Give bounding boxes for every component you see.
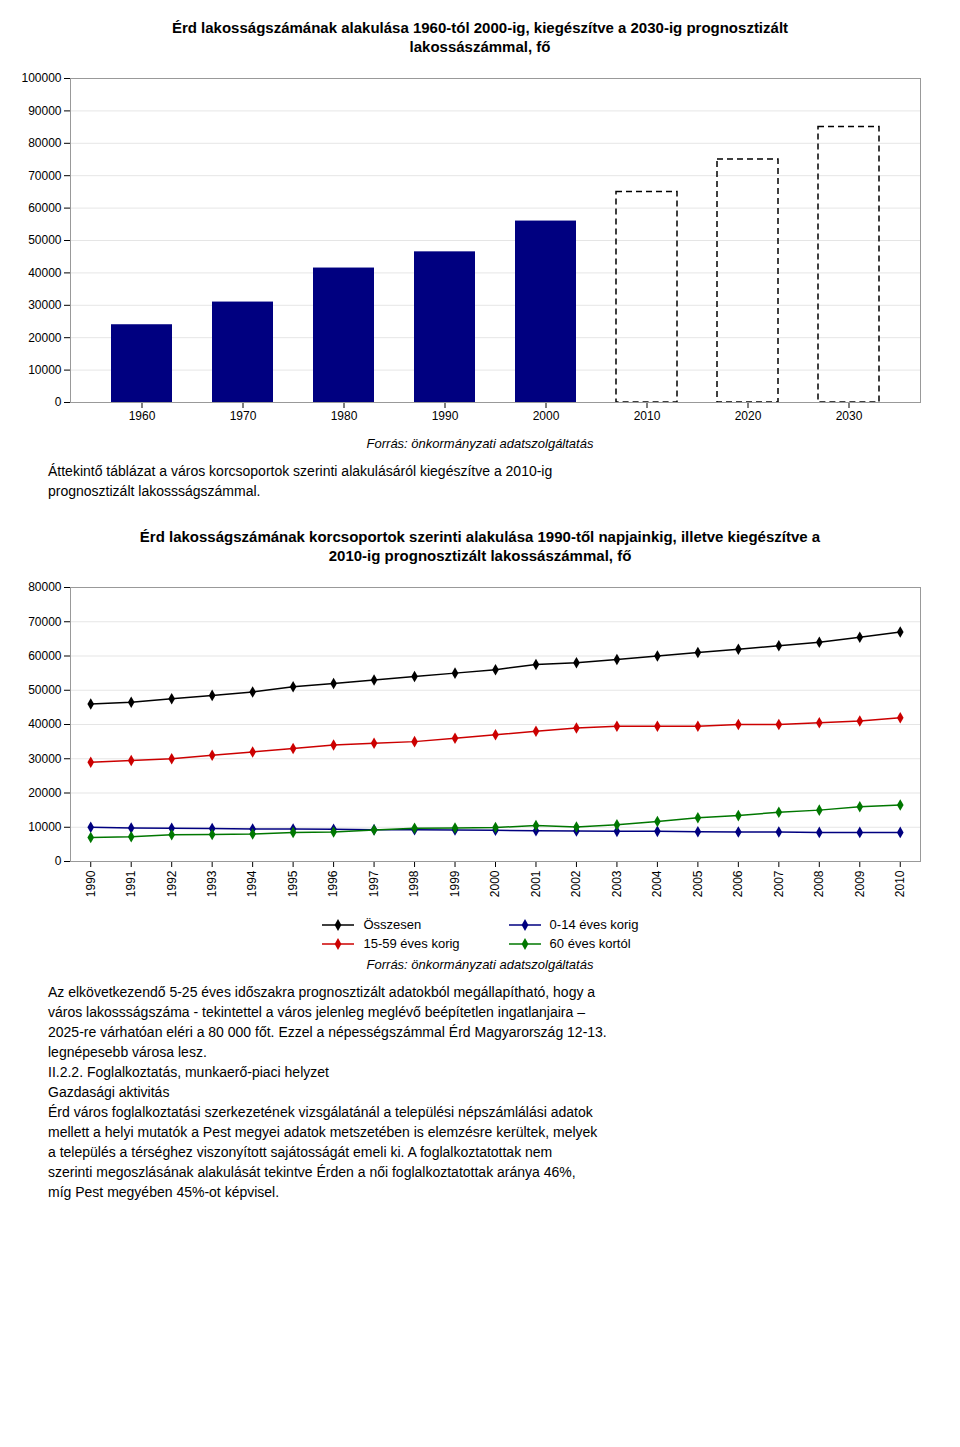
svg-text:80000: 80000 [28,136,62,150]
svg-text:2005: 2005 [691,870,705,897]
svg-text:0: 0 [55,854,62,868]
html-text:2010-ig prognosztizált lakossá: 2010-ig prognosztizált lakossászámmal, f… [328,547,632,564]
html-text:lakossászámmal, fő: lakossászámmal, fő [409,38,551,55]
svg-text:1998: 1998 [407,870,421,897]
svg-text:100000: 100000 [21,71,61,85]
svg-text:1991: 1991 [124,870,138,897]
html-text:Az elkövetkezendő 5-25 éves id: Az elkövetkezendő 5-25 éves időszakra pr… [48,984,596,1000]
html-text:60 éves kortól: 60 éves kortól [549,936,631,951]
svg-text:1990: 1990 [84,870,98,897]
svg-text:2006: 2006 [731,870,745,897]
html-text:15-59 éves korig: 15-59 éves korig [363,936,460,951]
svg-text:60000: 60000 [28,201,62,215]
html-text:Összesen: Összesen [363,917,422,932]
html-text:legnépesebb városa lesz.: legnépesebb városa lesz. [48,1044,207,1060]
html-text:Forrás: önkormányzati adatszol: Forrás: önkormányzati adatszolgáltatás [366,957,594,972]
svg-text:1996: 1996 [326,870,340,897]
html-text:II.2.2. Foglalkoztatás, munkae: II.2.2. Foglalkoztatás, munkaerő-piaci h… [48,1064,329,1080]
svg-text:1997: 1997 [367,870,381,897]
svg-text:30000: 30000 [28,298,62,312]
html-text:mellett a helyi mutatók a Pest: mellett a helyi mutatók a Pest megyei ad… [48,1124,598,1140]
svg-text:2004: 2004 [650,870,664,897]
svg-text:1999: 1999 [448,870,462,897]
svg-text:20000: 20000 [28,786,62,800]
svg-text:90000: 90000 [28,104,62,118]
svg-text:2003: 2003 [610,870,624,897]
svg-text:60000: 60000 [28,649,62,663]
html-text:prognosztizált lakossságszámma: prognosztizált lakossságszámmal. [48,483,261,499]
svg-text:2010: 2010 [634,409,661,423]
html-text:2025-re várhatóan eléri a 80 0: 2025-re várhatóan eléri a 80 000 főt. Ez… [48,1024,607,1040]
html-text:Érd lakosságszámának alakulása: Érd lakosságszámának alakulása 1960-tól … [171,19,788,36]
svg-text:2030: 2030 [836,409,863,423]
html-text:város lakossságszáma - tekinte: város lakossságszáma - tekintettel a vár… [48,1004,585,1020]
svg-text:1992: 1992 [165,870,179,897]
svg-text:70000: 70000 [28,169,62,183]
html-text:Érd város foglalkoztatási szer: Érd város foglalkoztatási szerkezetének … [48,1104,593,1120]
svg-text:0: 0 [55,395,62,409]
html-text:Gazdasági aktivitás: Gazdasági aktivitás [48,1084,170,1100]
svg-text:1960: 1960 [129,409,156,423]
svg-text:1970: 1970 [230,409,257,423]
html-text:a település a térséghez viszon: a település a térséghez viszonyított saj… [48,1144,553,1160]
svg-text:40000: 40000 [28,717,62,731]
html-text:Forrás: önkormányzati adatszol: Forrás: önkormányzati adatszolgáltatás [366,436,594,451]
svg-text:1994: 1994 [245,870,259,897]
svg-text:80000: 80000 [28,580,62,594]
svg-text:2002: 2002 [569,870,583,897]
html-text:0-14 éves korig: 0-14 éves korig [549,917,639,932]
svg-text:2000: 2000 [533,409,560,423]
html-text:Áttekintő táblázat a város kor: Áttekintő táblázat a város korcsoportok … [48,463,553,479]
html-text:Érd lakosságszámának korcsopor: Érd lakosságszámának korcsoportok szerin… [139,528,821,545]
svg-text:2007: 2007 [772,870,786,897]
svg-text:2000: 2000 [488,870,502,897]
svg-text:10000: 10000 [28,820,62,834]
svg-text:40000: 40000 [28,266,62,280]
svg-text:2001: 2001 [529,870,543,897]
html-text:szerinti megoszlásának alakulá: szerinti megoszlásának alakulását tekint… [48,1164,576,1180]
svg-text:2008: 2008 [812,870,826,897]
svg-text:10000: 10000 [28,363,62,377]
svg-text:50000: 50000 [28,683,62,697]
svg-text:50000: 50000 [28,233,62,247]
svg-text:1980: 1980 [331,409,358,423]
svg-text:30000: 30000 [28,752,62,766]
svg-text:20000: 20000 [28,331,62,345]
html-text:míg Pest megyében 45%-ot képvi: míg Pest megyében 45%-ot képvisel. [48,1184,280,1200]
svg-text:1995: 1995 [286,870,300,897]
svg-text:2010: 2010 [893,870,907,897]
svg-text:1993: 1993 [205,870,219,897]
svg-text:1990: 1990 [432,409,459,423]
svg-text:2009: 2009 [853,870,867,897]
svg-text:2020: 2020 [735,409,762,423]
svg-text:70000: 70000 [28,615,62,629]
